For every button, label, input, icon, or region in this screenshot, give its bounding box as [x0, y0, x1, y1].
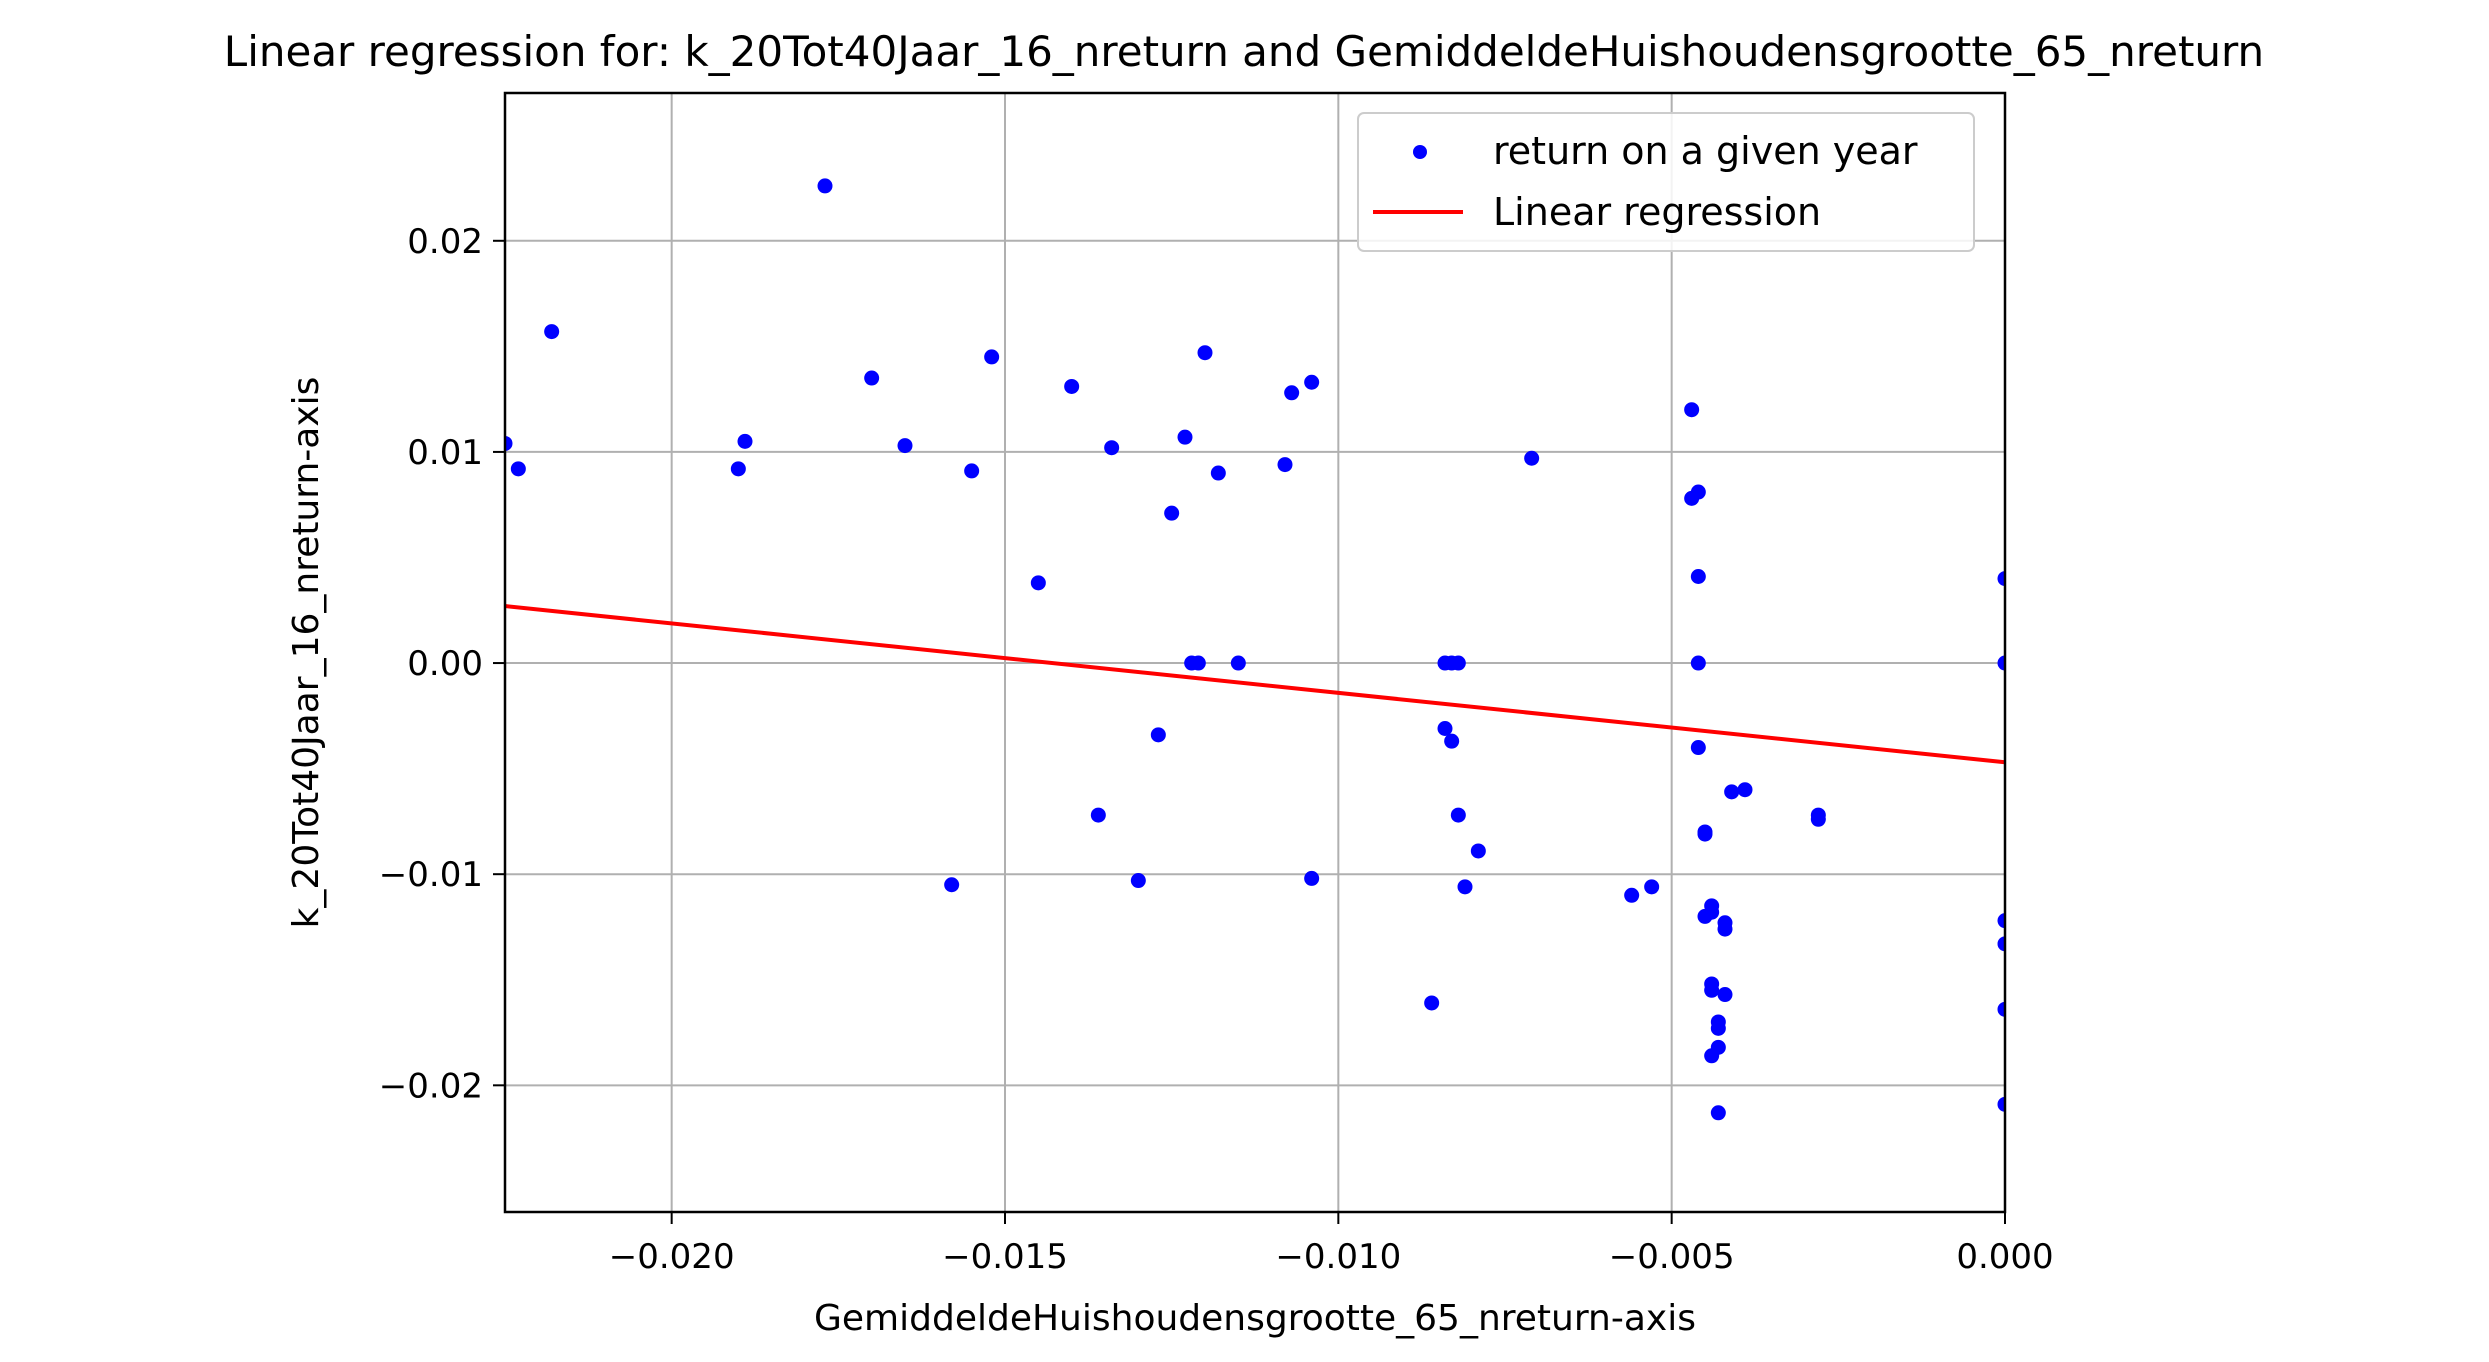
- x-axis-label: GemiddeldeHuishoudensgrootte_65_nreturn-…: [814, 1298, 1696, 1339]
- scatter-point: [1697, 824, 1713, 840]
- scatter-point: [1997, 936, 2005, 952]
- scatter-point: [544, 324, 560, 340]
- scatter-point: [1997, 1096, 2005, 1112]
- scatter-point: [1710, 1020, 1726, 1036]
- scatter-point: [737, 433, 753, 449]
- scatter-point: [1710, 1039, 1726, 1055]
- scatter-point: [1444, 733, 1460, 749]
- scatter-point: [1470, 843, 1486, 859]
- legend: return on a given year Linear regression: [1357, 112, 1975, 252]
- scatter-point: [1090, 807, 1106, 823]
- scatter-point: [1690, 568, 1706, 584]
- scatter-point: [1684, 402, 1700, 418]
- scatter-point: [1210, 465, 1226, 481]
- y-tick-label: 0.00: [407, 644, 483, 684]
- scatter-point: [1437, 721, 1453, 737]
- y-axis-label: k_20Tot40Jaar_16_nreturn-axis: [286, 377, 327, 929]
- regression-line: [505, 604, 2005, 765]
- scatter-point: [964, 463, 980, 479]
- scatter-point: [984, 349, 1000, 365]
- scatter-point: [1717, 987, 1733, 1003]
- axis-ticks: −0.020 −0.015 −0.010 −0.005 0.000 −0.02 −0.01 0…: [379, 222, 2054, 1277]
- x-tick-label: −0.015: [942, 1237, 1068, 1277]
- scatter-point: [1164, 505, 1180, 521]
- scatter-point: [1104, 440, 1120, 456]
- scatter-point: [1277, 457, 1293, 473]
- x-tick-label: −0.020: [609, 1237, 735, 1277]
- chart-title: Linear regression for: k_20Tot40Jaar_16_…: [224, 27, 2264, 76]
- scatter-point: [1810, 807, 1826, 823]
- plot-series: [505, 178, 2005, 1121]
- scatter-point: [1177, 429, 1193, 445]
- scatter-point: [864, 370, 880, 386]
- plot-frame: [503, 91, 2007, 1214]
- scatter-point: [1624, 887, 1640, 903]
- scatter-point: [1997, 655, 2005, 671]
- legend-line-label: Linear regression: [1493, 190, 1821, 234]
- y-tick-label: −0.01: [379, 855, 483, 895]
- scatter-point: [1710, 1105, 1726, 1121]
- scatter-point: [897, 438, 913, 454]
- scatter-point: [1030, 575, 1046, 591]
- scatter-point: [1150, 727, 1166, 743]
- scatter-point: [1304, 870, 1320, 886]
- y-tick-label: 0.01: [407, 433, 483, 473]
- scatter-point: [505, 435, 513, 451]
- scatter-point: [1197, 345, 1213, 361]
- scatter-point: [1690, 484, 1706, 500]
- scatter-point: [1450, 655, 1466, 671]
- x-tick-label: −0.005: [1609, 1237, 1735, 1277]
- scatter-point: [1690, 655, 1706, 671]
- legend-scatter-marker: [1413, 145, 1427, 159]
- scatter-point: [1704, 976, 1720, 992]
- y-tick-label: −0.02: [379, 1066, 483, 1106]
- grid: [505, 93, 2006, 1212]
- scatter-point: [1997, 913, 2005, 929]
- legend-box: [1357, 112, 1975, 252]
- scatter-point: [1724, 784, 1740, 800]
- scatter-point: [944, 877, 960, 893]
- scatter-point: [1644, 879, 1660, 895]
- legend-scatter-label: return on a given year: [1493, 129, 1918, 173]
- scatter-point: [1450, 807, 1466, 823]
- scatter-point: [817, 178, 833, 194]
- scatter-point: [1704, 904, 1720, 920]
- scatter-point: [1230, 655, 1246, 671]
- scatter-point: [1524, 450, 1540, 466]
- scatter-point: [1130, 873, 1146, 889]
- scatter-point: [1717, 915, 1733, 931]
- scatter-point: [1304, 374, 1320, 390]
- scatter-point: [730, 461, 746, 477]
- scatter-point: [1457, 879, 1473, 895]
- scatter-point: [1284, 385, 1300, 401]
- scatter-point: [510, 461, 526, 477]
- x-tick-label: 0.000: [1956, 1237, 2053, 1277]
- x-tick-label: −0.010: [1275, 1237, 1401, 1277]
- scatter-point: [1064, 378, 1080, 394]
- scatter-point: [1424, 995, 1440, 1011]
- scatter-point: [1190, 655, 1206, 671]
- scatter-point: [1737, 782, 1753, 798]
- scatter-point: [1997, 571, 2005, 587]
- y-tick-label: 0.02: [407, 222, 483, 262]
- scatter-point: [1997, 1001, 2005, 1017]
- scatter-point: [1690, 740, 1706, 756]
